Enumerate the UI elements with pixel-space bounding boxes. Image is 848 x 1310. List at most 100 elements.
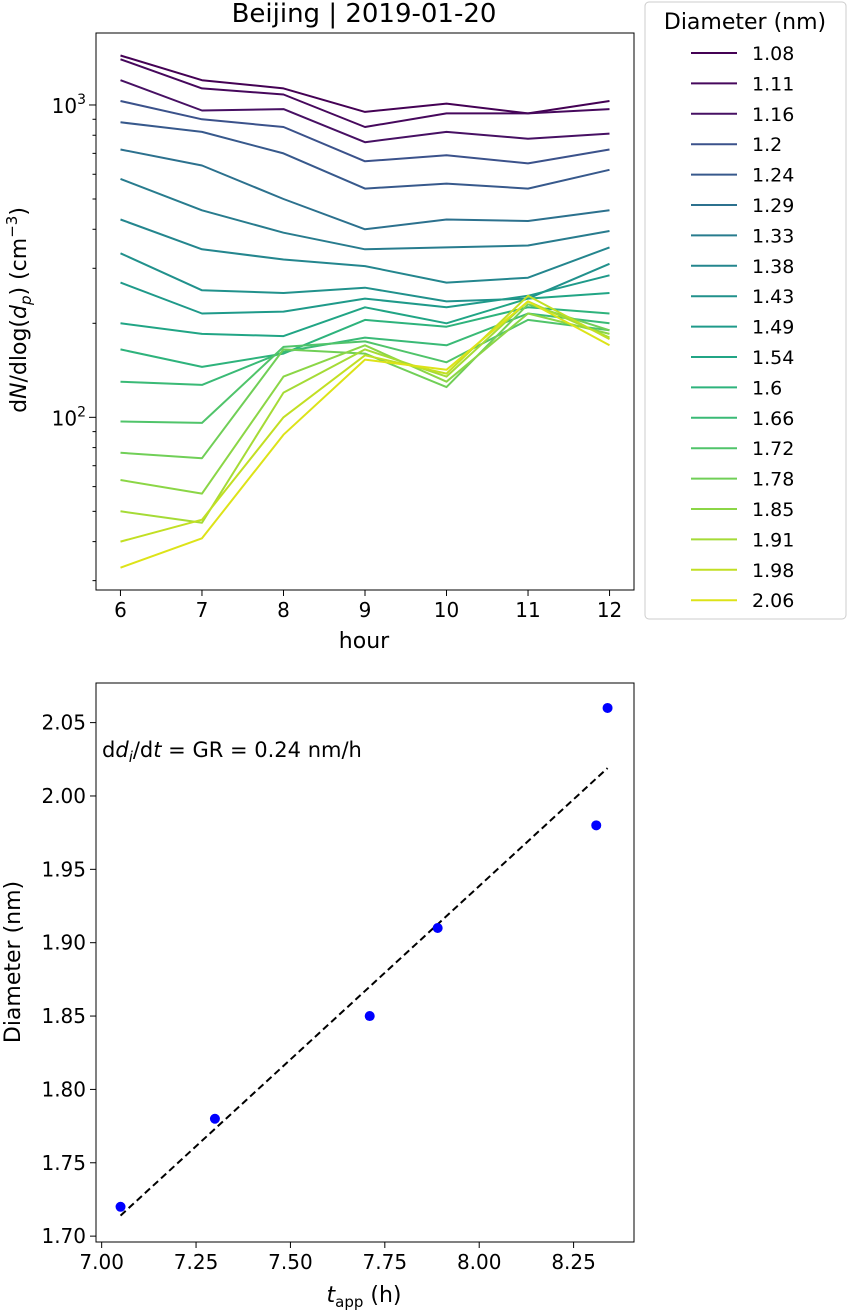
series-line-1.85 [120, 312, 610, 495]
legend-label: 1.38 [752, 256, 794, 278]
legend-items: 1.08 1.11 1.16 1.2 1.24 1.29 1.33 1.38 1.43 1.49 1… [691, 43, 794, 612]
x-tick-label: 12 [597, 598, 622, 622]
legend-label: 1.33 [752, 225, 794, 247]
x-axis: 6 7 8 9 10 11 12 [114, 590, 622, 622]
legend-label: 1.6 [752, 377, 782, 399]
series-line-1.72 [120, 318, 610, 424]
legend-item: 1.16 [691, 104, 794, 126]
y-axis-label: dN/dlog(dp) (cm−3) [3, 207, 35, 413]
legend-label: 1.24 [752, 165, 794, 187]
series-line-2.06 [120, 300, 610, 569]
y-tick-label: 1.80 [41, 1077, 86, 1101]
size-distribution-chart: Beijing | 2019-01-20 6 7 8 9 10 11 12 102 103 h… [3, 0, 847, 654]
x-axis-label: hour [339, 629, 390, 654]
series-line-1.2 [120, 100, 610, 165]
legend-label: 1.66 [752, 408, 794, 430]
legend-item: 1.43 [691, 286, 794, 308]
y-axis: 102 103 [52, 92, 96, 582]
scatter-points [115, 702, 613, 1212]
x-tick-label: 7.50 [268, 1250, 313, 1274]
legend-item: 1.29 [691, 195, 794, 217]
plot-frame [95, 682, 635, 1243]
legend-label: 1.08 [752, 43, 794, 65]
legend-label: 1.91 [752, 529, 794, 551]
series-line-1.54 [120, 292, 610, 338]
legend-box [644, 1, 847, 620]
series-line-1.11 [120, 58, 610, 128]
growth-rate-chart: 7.00 7.25 7.50 7.75 8.00 8.25 1.70 1.75 1.80 1.8… [1, 682, 635, 1310]
legend-item: 1.66 [691, 408, 794, 430]
legend-label: 1.98 [752, 560, 794, 582]
y-axis-label: Diameter (nm) [1, 881, 26, 1043]
x-axis: 7.00 7.25 7.50 7.75 8.00 8.25 [79, 1242, 596, 1274]
legend-label: 1.85 [752, 499, 794, 521]
series-lines [120, 54, 610, 569]
legend-item: 1.85 [691, 499, 794, 521]
series-line-1.33 [120, 177, 610, 251]
series-line-1.6 [120, 306, 610, 368]
legend-item: 1.6 [691, 377, 782, 399]
legend-label: 1.11 [752, 73, 794, 95]
x-tick-label: 7.00 [79, 1250, 124, 1274]
y-tick-label: 1.90 [41, 931, 86, 955]
series-line-1.38 [120, 218, 610, 284]
x-axis-label: tapp (h) [327, 1283, 402, 1310]
y-tick-label: 1.85 [41, 1004, 86, 1028]
x-tick-label: 6 [114, 598, 127, 622]
x-tick-label: 8.25 [551, 1250, 596, 1274]
legend-label: 1.2 [752, 134, 782, 156]
legend-label: 1.78 [752, 469, 794, 491]
series-line-1.16 [120, 79, 610, 144]
scatter-point [591, 820, 602, 831]
x-tick-label: 9 [359, 598, 372, 622]
legend-label: 1.54 [752, 347, 794, 369]
series-line-1.98 [120, 294, 610, 543]
x-tick-label: 10 [434, 598, 459, 622]
legend-item: 1.98 [691, 560, 794, 582]
legend-label: 1.72 [752, 438, 794, 460]
legend-label: 2.06 [752, 590, 794, 612]
legend-item: 1.33 [691, 225, 794, 247]
scatter-point [115, 1201, 126, 1212]
y-tick-label: 1.95 [41, 857, 86, 881]
series-line-1.91 [120, 300, 610, 524]
legend-label: 1.49 [752, 317, 794, 339]
scatter-point [364, 1011, 375, 1022]
y-tick-label: 1.75 [41, 1151, 86, 1175]
y-tick-label: 2.00 [41, 784, 86, 808]
scatter-point [602, 702, 613, 713]
y-tick-label: 1.70 [41, 1224, 86, 1248]
y-tick-label: 2.05 [41, 711, 86, 735]
legend-item: 1.72 [691, 438, 794, 460]
legend: Diameter (nm) 1.08 1.11 1.16 1.2 1.24 1.29 1.3… [644, 1, 847, 620]
legend-title: Diameter (nm) [664, 10, 826, 35]
series-line-1.78 [120, 303, 610, 460]
legend-item: 1.24 [691, 165, 794, 187]
legend-item: 1.08 [691, 43, 794, 65]
x-tick-label: 7.25 [174, 1250, 219, 1274]
series-line-1.24 [120, 121, 610, 190]
x-tick-label: 8 [277, 598, 290, 622]
legend-item: 1.91 [691, 529, 794, 551]
legend-item: 1.49 [691, 317, 794, 339]
x-tick-label: 7 [196, 598, 209, 622]
legend-item: 1.11 [691, 73, 794, 95]
y-axis: 1.70 1.75 1.80 1.85 1.90 1.95 2.00 2.05 [41, 711, 96, 1248]
legend-label: 1.29 [752, 195, 794, 217]
growth-rate-annotation: ddi/dt = GR = 0.24 nm/h [102, 738, 362, 766]
legend-item: 1.38 [691, 256, 794, 278]
fit-line [119, 767, 609, 1217]
y-tick-label: 103 [52, 92, 86, 118]
legend-label: 1.43 [752, 286, 794, 308]
x-tick-label: 8.00 [457, 1250, 502, 1274]
legend-item: 1.78 [691, 469, 794, 491]
series-line-1.29 [120, 148, 610, 231]
legend-item: 2.06 [691, 590, 794, 612]
chart-title: Beijing | 2019-01-20 [232, 0, 497, 29]
legend-item: 1.2 [691, 134, 782, 156]
scatter-point [209, 1113, 220, 1124]
x-tick-label: 11 [515, 598, 540, 622]
x-tick-label: 7.75 [363, 1250, 408, 1274]
legend-item: 1.54 [691, 347, 794, 369]
